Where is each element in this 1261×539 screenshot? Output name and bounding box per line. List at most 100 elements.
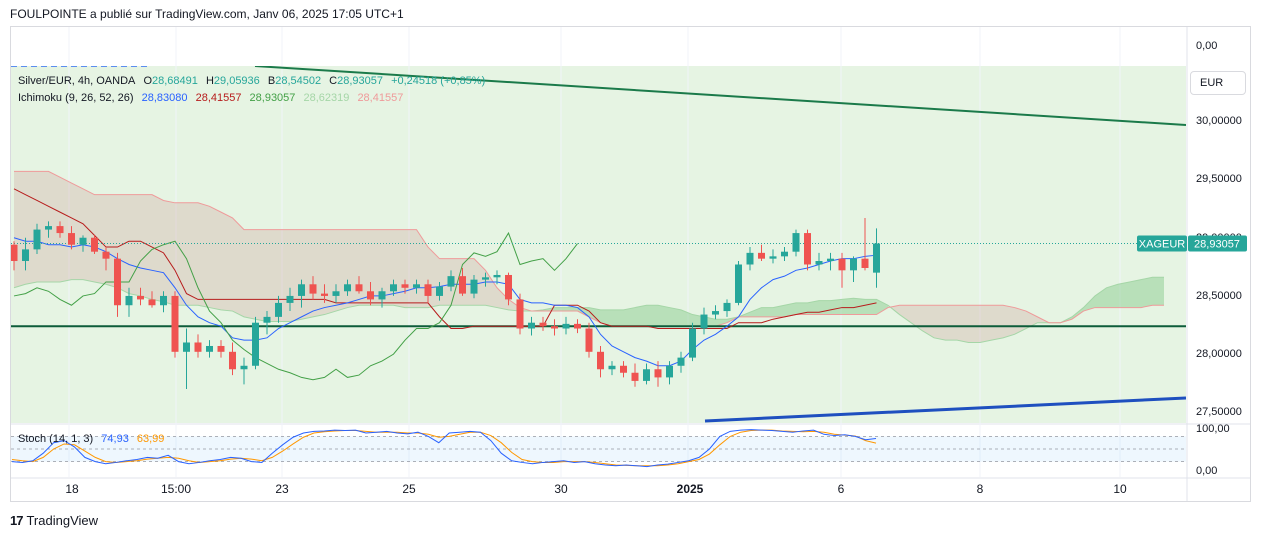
low-value: 28,54502 xyxy=(275,75,322,87)
brand-label: TradingView xyxy=(26,513,99,528)
currency-button[interactable]: EUR xyxy=(1190,71,1246,95)
cloud-segment xyxy=(405,229,417,308)
cloud-segment xyxy=(807,300,819,315)
candle-body xyxy=(183,342,190,352)
cloud-segment xyxy=(71,183,83,280)
candle-body xyxy=(815,261,823,265)
cloud-segment xyxy=(830,299,842,315)
candle-body xyxy=(838,258,846,271)
descending-trendline xyxy=(254,66,1186,126)
stoch-axis-label: 0,00 xyxy=(1196,465,1217,477)
cloud-segment xyxy=(347,229,359,308)
cloud-segment xyxy=(899,305,911,323)
candle-body xyxy=(45,226,52,230)
cloud-segment xyxy=(244,229,256,320)
ichimoku-kijun-value: 28,41557 xyxy=(195,92,242,104)
cloud-segment xyxy=(209,206,221,310)
cloud-segment xyxy=(934,305,946,341)
candle-body xyxy=(79,237,87,245)
cloud-segment xyxy=(129,194,141,296)
candle-body xyxy=(516,299,524,329)
candle-body xyxy=(470,279,478,294)
candle-body xyxy=(286,295,294,303)
cloud-segment xyxy=(715,319,727,327)
candle-body xyxy=(160,295,167,306)
cloud-segment xyxy=(566,307,578,312)
time-axis-label: 30 xyxy=(554,482,568,496)
cloud-segment xyxy=(980,305,992,343)
stoch-label: Stoch (14, 1, 3) xyxy=(18,433,94,445)
cloud-segment xyxy=(267,229,279,322)
cloud-segment xyxy=(600,309,612,327)
time-axis-label: 15:00 xyxy=(161,482,191,496)
candle-body xyxy=(551,326,558,329)
cloud-segment xyxy=(37,171,49,282)
candle-body xyxy=(620,365,627,373)
cloud-segment xyxy=(370,229,382,306)
high-value: 29,05936 xyxy=(213,75,260,87)
candle-body xyxy=(493,274,501,278)
cloud-segment xyxy=(945,305,957,341)
ascending-trendline xyxy=(704,396,1186,423)
candle-body xyxy=(424,284,432,296)
cloud-segment xyxy=(784,302,796,317)
cloud-segment xyxy=(198,202,210,308)
candle-body xyxy=(275,302,282,317)
candle-body xyxy=(309,284,317,294)
candle-body xyxy=(91,237,98,252)
cloud-segment xyxy=(968,305,980,343)
candle-body xyxy=(148,299,156,306)
candle-body xyxy=(11,244,18,262)
price-axis-label: 0,00 xyxy=(1196,40,1217,52)
candle-body xyxy=(355,284,363,292)
cloud-segment xyxy=(991,305,1003,341)
low-label: B xyxy=(267,75,276,87)
cloud-segment xyxy=(819,300,831,315)
open-value: 28,68491 xyxy=(152,75,198,87)
candle-body xyxy=(746,252,754,265)
cloud-segment xyxy=(1083,295,1095,312)
ichimoku-chikou-value: 28,93057 xyxy=(249,92,296,104)
cloud-segment xyxy=(957,305,969,343)
cloud-segment xyxy=(301,229,313,320)
candle-body xyxy=(861,258,869,268)
candle-body xyxy=(712,311,719,315)
candle-body xyxy=(56,226,64,234)
cloud-segment xyxy=(750,307,762,317)
cloud-segment xyxy=(1141,277,1153,308)
close-value: 28,93057 xyxy=(337,75,383,87)
cloud-segment xyxy=(796,302,808,315)
cloud-segment xyxy=(14,171,26,288)
cloud-segment xyxy=(1095,287,1107,308)
cloud-segment xyxy=(83,188,95,282)
candle-body xyxy=(850,258,857,271)
cloud-segment xyxy=(922,305,934,338)
footer-brand: 17 TradingView xyxy=(10,513,98,528)
candle-body xyxy=(459,276,466,294)
candle-body xyxy=(608,365,616,370)
candle-body xyxy=(769,256,777,259)
cloud-segment xyxy=(175,202,187,306)
price-axis-label: 28,00000 xyxy=(1196,348,1242,360)
candle-body xyxy=(700,314,708,329)
candle-body xyxy=(22,249,29,262)
price-axis-label: 28,50000 xyxy=(1196,290,1242,302)
candle-body xyxy=(654,369,662,378)
time-axis-label: 2025 xyxy=(677,482,704,496)
cloud-segment xyxy=(255,229,267,322)
cloud-segment xyxy=(163,200,175,306)
cloud-segment xyxy=(313,229,325,317)
cloud-segment xyxy=(681,309,693,327)
candle-body xyxy=(677,357,685,366)
cloud-segment xyxy=(623,307,635,327)
high-label: H xyxy=(205,75,214,87)
candle-body xyxy=(252,322,259,366)
ichimoku-legend: Ichimoku (9, 26, 52, 26) 28,83080 28,415… xyxy=(18,92,408,104)
candle-body xyxy=(229,351,236,370)
candle-body xyxy=(482,277,489,280)
cloud-segment xyxy=(1003,305,1015,338)
ichimoku-label: Ichimoku (9, 26, 52, 26) xyxy=(18,92,134,104)
cloud-segment xyxy=(393,229,405,308)
candle-body xyxy=(102,251,110,259)
